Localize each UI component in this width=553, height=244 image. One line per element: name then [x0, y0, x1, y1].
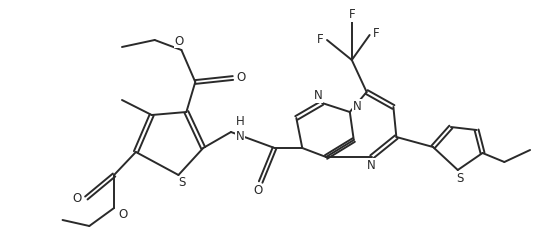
Text: O: O [236, 71, 246, 84]
Text: O: O [73, 192, 82, 205]
Text: N: N [367, 159, 376, 172]
Text: O: O [175, 35, 184, 48]
Text: N: N [314, 89, 322, 102]
Text: H
N: H N [236, 115, 244, 143]
Text: O: O [253, 184, 263, 197]
Text: F: F [348, 8, 355, 21]
Text: N: N [353, 100, 362, 112]
Text: S: S [457, 172, 464, 185]
Text: O: O [118, 208, 127, 222]
Text: F: F [317, 32, 324, 45]
Text: S: S [178, 176, 185, 190]
Text: F: F [373, 27, 380, 40]
